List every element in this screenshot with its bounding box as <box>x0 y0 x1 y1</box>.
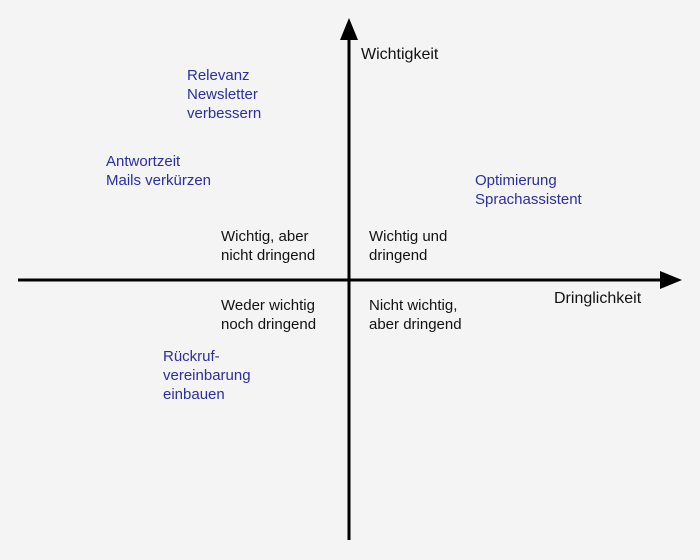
quadrant-label-line: Wichtig, aber <box>221 228 309 245</box>
quadrant-label-line: Wichtig und <box>369 228 448 245</box>
item-line: Sprachassistent <box>475 191 582 208</box>
item-newsletter: Relevanz Newsletter verbessern <box>187 66 261 123</box>
item-line: Relevanz <box>187 67 250 84</box>
y-axis-label: Wichtigkeit <box>361 46 439 63</box>
quadrant-label-line: dringend <box>369 247 428 264</box>
quadrant-label-line: nicht dringend <box>221 247 316 264</box>
item-voice-assistant: Optimierung Sprachassistent <box>475 171 582 209</box>
quadrant-label-line: noch dringend <box>221 316 317 333</box>
quadrant-label-line: aber dringend <box>369 316 462 333</box>
quadrant-label-not-important-urgent: Nicht wichtig, aber dringend <box>369 296 462 334</box>
item-response-time: Antwortzeit Mails verkürzen <box>106 152 211 190</box>
item-line: einbauen <box>163 386 225 403</box>
item-line: Newsletter <box>187 86 258 103</box>
quadrant-label-line: Weder wichtig <box>221 297 315 314</box>
x-axis-arrowhead <box>660 271 682 289</box>
item-line: Optimierung <box>475 172 557 189</box>
quadrant-label-important-urgent: Wichtig und dringend <box>369 227 447 265</box>
item-line: Rückruf- <box>163 348 220 365</box>
item-line: Mails verkürzen <box>106 172 212 189</box>
quadrant-label-line: Nicht wichtig, <box>369 297 458 314</box>
y-axis-arrowhead <box>340 18 358 40</box>
item-line: Antwortzeit <box>106 153 181 170</box>
item-line: verbessern <box>187 105 262 122</box>
x-axis-label: Dringlichkeit <box>554 290 642 307</box>
item-line: vereinbarung <box>163 367 251 384</box>
quadrant-label-neither: Weder wichtig noch dringend <box>221 296 316 334</box>
quadrant-label-important-not-urgent: Wichtig, aber nicht dringend <box>221 227 315 265</box>
item-callback: Rückruf- vereinbarung einbauen <box>163 347 251 404</box>
